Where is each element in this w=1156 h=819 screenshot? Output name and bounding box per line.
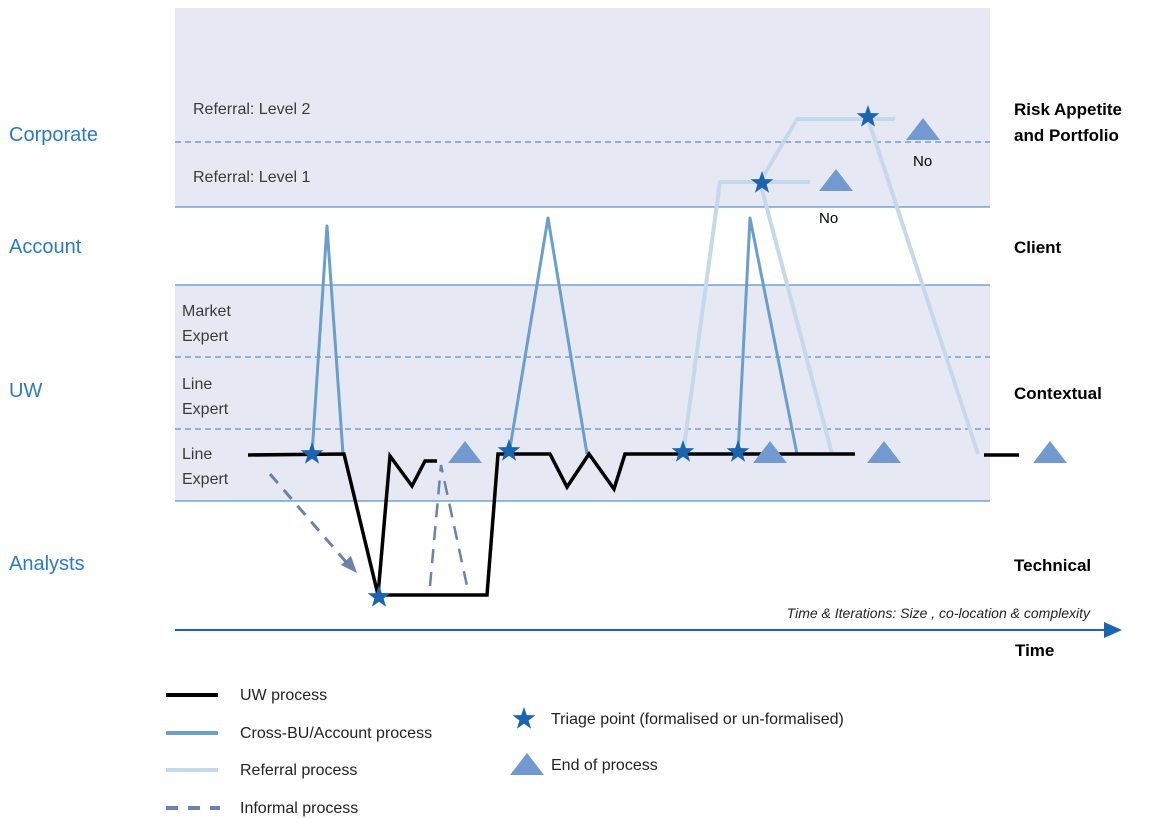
level-right-risk-appetite-line2: and Portfolio — [1014, 126, 1119, 145]
time-axis-caption: Time & Iterations: Size , co-location & … — [787, 605, 1091, 621]
level-right-risk-appetite-line1: Risk Appetite — [1014, 100, 1122, 119]
referral-path-level2 — [758, 117, 895, 184]
legend-label-end-of-process: End of process — [551, 757, 658, 774]
time-axis-label: Time — [1015, 641, 1054, 660]
level-right-technical: Technical — [1014, 556, 1091, 575]
referral-path-level2-return — [866, 118, 980, 455]
triangle-icon — [510, 753, 544, 775]
uw-band — [175, 285, 990, 501]
referral-process-paths — [681, 117, 980, 455]
referral-path-level1 — [681, 180, 810, 455]
sublevel-market-expert-line1: Market — [182, 303, 231, 320]
legend-label-uw-process: UW process — [240, 687, 327, 704]
legend: UW process Cross-BU/Account process Refe… — [166, 687, 844, 817]
level-right-contextual: Contextual — [1014, 384, 1102, 403]
uw-path-segment-1 — [247, 451, 437, 596]
informal-path-up-down — [428, 464, 469, 587]
sublevel-line-expert-lower-line1: Line — [182, 446, 212, 463]
level-label-uw: UW — [9, 380, 42, 402]
uw-path-segment-2 — [378, 450, 797, 597]
triangle-icon — [1033, 441, 1067, 463]
informal-process-paths — [268, 464, 469, 587]
level-right-client: Client — [1014, 238, 1062, 257]
sublevel-line-expert-upper-line2: Expert — [182, 401, 229, 418]
legend-label-referral-process: Referral process — [240, 762, 357, 779]
sublevel-line-expert-lower-line2: Expert — [182, 471, 229, 488]
time-axis-arrowhead — [1104, 622, 1122, 638]
annotation-no-level2: No — [913, 153, 932, 170]
cross-bu-path-1 — [310, 224, 345, 455]
sublevel-referral-level-1: Referral: Level 1 — [193, 169, 310, 186]
cross-bu-path-2 — [507, 216, 589, 455]
legend-label-triage-point: Triage point (formalised or un-formalise… — [551, 711, 844, 728]
cross-bu-path-3 — [736, 216, 799, 455]
referral-path-level1-return — [758, 181, 834, 455]
informal-arrowhead — [341, 556, 357, 573]
sublevel-referral-level-2: Referral: Level 2 — [193, 101, 310, 118]
level-label-account: Account — [9, 236, 82, 258]
legend-label-cross-bu-process: Cross-BU/Account process — [240, 725, 432, 742]
cross-bu-process-paths — [310, 216, 799, 455]
star-icon — [512, 707, 536, 729]
annotation-no-level1: No — [819, 210, 838, 227]
corporate-band — [175, 8, 990, 207]
level-label-analysts: Analysts — [9, 553, 85, 575]
legend-label-informal-process: Informal process — [240, 800, 358, 817]
sublevel-line-expert-upper-line1: Line — [182, 376, 212, 393]
level-label-corporate: Corporate — [9, 124, 98, 146]
sublevel-market-expert-line2: Expert — [182, 328, 229, 345]
star-icon — [367, 585, 391, 607]
uw-process-paths — [247, 450, 1019, 597]
